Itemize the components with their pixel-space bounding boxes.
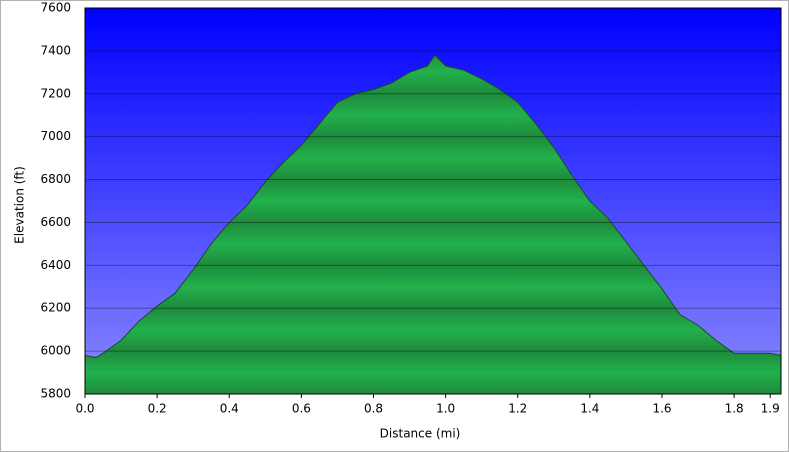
x-tick-label: 1.8 (725, 402, 744, 416)
x-tick-label: 0.2 (148, 402, 167, 416)
y-tick-label: 7600 (40, 1, 71, 15)
y-tick-label: 6200 (40, 301, 71, 315)
x-tick-label: 1.2 (508, 402, 527, 416)
x-tick-label: 1.9 (761, 402, 780, 416)
x-tick-label: 0.0 (75, 402, 94, 416)
y-tick-label: 7200 (40, 86, 71, 100)
y-axis-label: Elevation (ft) (13, 166, 27, 244)
y-tick-label: 6400 (40, 258, 71, 272)
y-tick-label: 6600 (40, 215, 71, 229)
y-tick-label: 6800 (40, 172, 71, 186)
x-tick-label: 1.6 (652, 402, 671, 416)
x-tick-label: 0.8 (364, 402, 383, 416)
y-tick-label: 5800 (40, 387, 71, 401)
x-axis-label: Distance (mi) (380, 427, 461, 441)
y-tick-label: 7000 (40, 129, 71, 143)
x-tick-label: 0.6 (292, 402, 311, 416)
x-tick-label: 1.4 (580, 402, 599, 416)
y-tick-label: 7400 (40, 43, 71, 57)
plot-border (84, 7, 782, 395)
y-tick-label: 6000 (40, 344, 71, 358)
area (84, 54, 782, 395)
x-tick-label: 1.0 (436, 402, 455, 416)
x-tick-label: 0.4 (220, 402, 239, 416)
